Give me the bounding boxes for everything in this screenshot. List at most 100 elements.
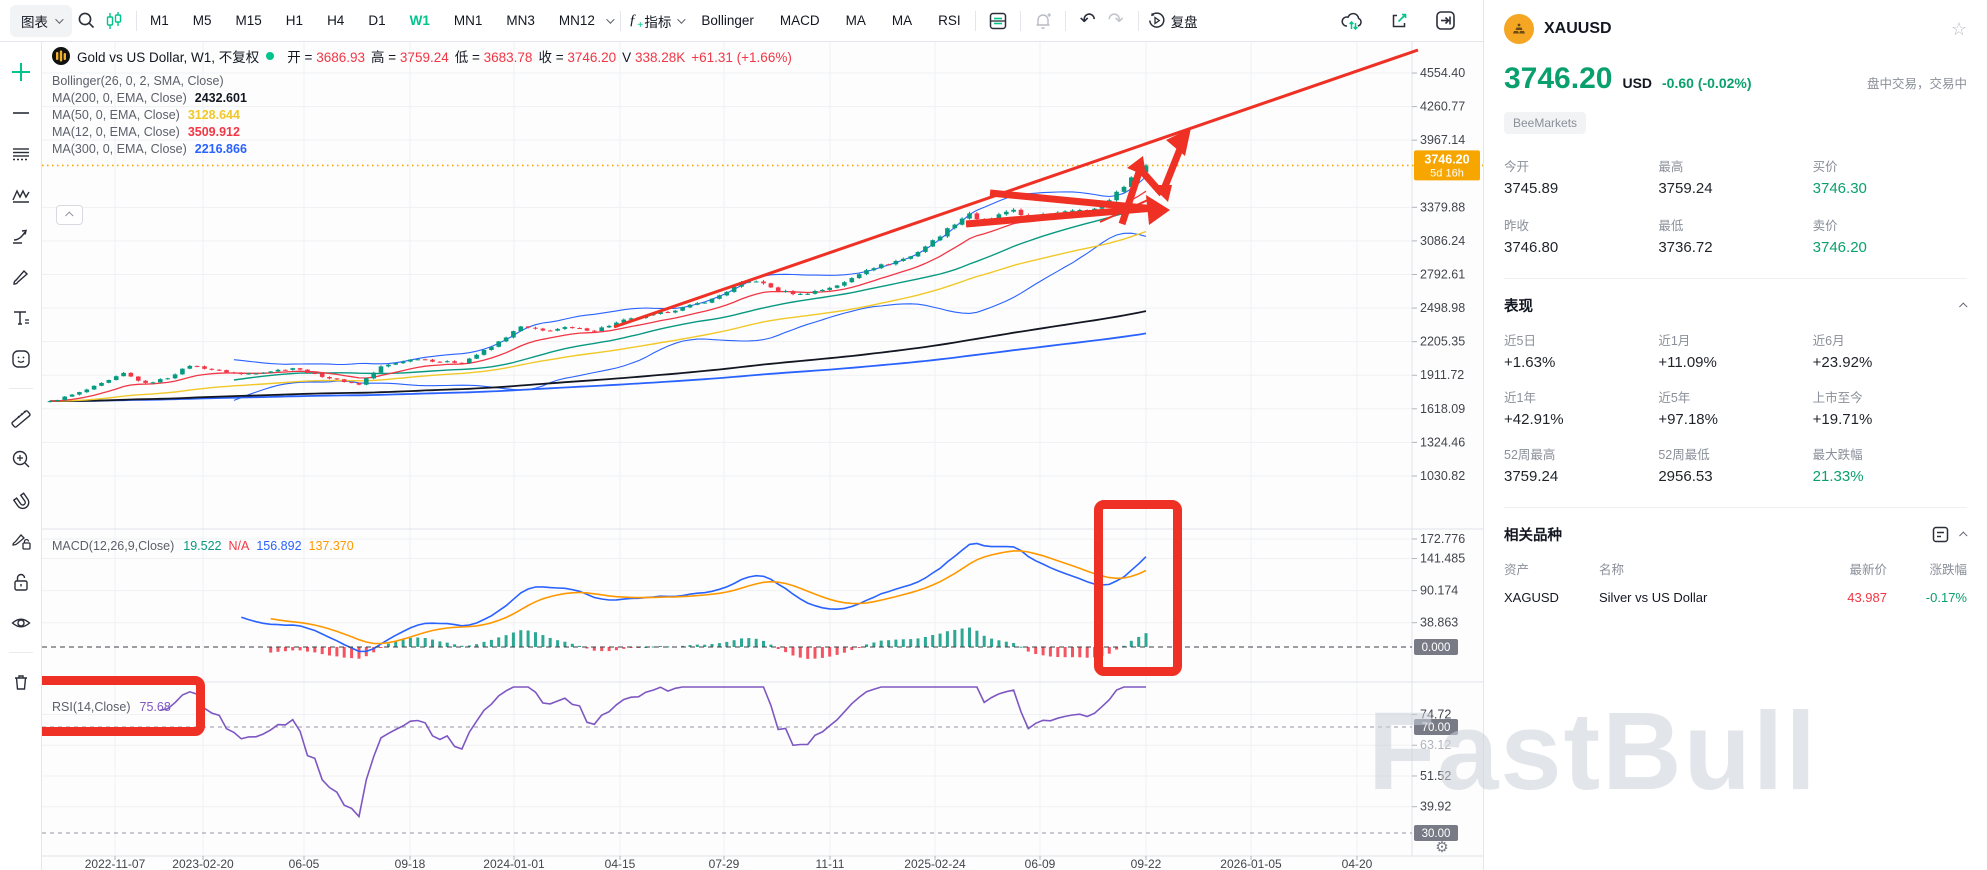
- arrow-tool-icon[interactable]: [9, 224, 33, 248]
- indicator-shortcut-ma-2[interactable]: MA: [845, 13, 866, 28]
- replay-button[interactable]: 复盘: [1147, 11, 1198, 31]
- svg-text:3086.24: 3086.24: [1420, 234, 1465, 248]
- indicator-shortcut-rsi-4[interactable]: RSI: [938, 13, 961, 28]
- svg-text:2026-01-05: 2026-01-05: [1220, 857, 1282, 870]
- undo-icon[interactable]: ↶: [1079, 10, 1096, 31]
- divider: [974, 10, 976, 31]
- price-row: 3746.20 USD -0.60 (-0.02%) 盘中交易，交易中: [1504, 62, 1967, 96]
- favorite-star-icon[interactable]: ☆: [1950, 18, 1967, 39]
- quote-cell: 近1年 +42.91%: [1504, 391, 1564, 428]
- timeframes-chevron-down-icon[interactable]: [606, 14, 615, 24]
- performance-header[interactable]: 表现: [1504, 295, 1968, 316]
- chevron-up-icon[interactable]: [1959, 301, 1968, 311]
- fib-lines-tool-icon[interactable]: [9, 142, 33, 166]
- timeframe-D1[interactable]: D1: [368, 13, 386, 28]
- timeframe-list: M1 M5 M15 H1 H4 D1 W1 MN1 MN3 MN12: [145, 9, 600, 32]
- quote-cell: 近5日 +1.63%: [1504, 334, 1556, 371]
- redo-icon[interactable]: ↷: [1107, 10, 1124, 31]
- candlestick-style-icon[interactable]: [100, 7, 128, 35]
- delete-trash-icon[interactable]: [9, 670, 33, 694]
- market-open-dot: [266, 52, 275, 60]
- search-icon[interactable]: [72, 7, 100, 35]
- indicator-shortcut-ma-3[interactable]: MA: [891, 13, 913, 28]
- quote-cell: 今开 3745.89: [1504, 160, 1559, 197]
- timeframe-M1[interactable]: M1: [150, 13, 169, 28]
- rsi-legend[interactable]: RSI(14,Close) 75.68: [52, 700, 171, 714]
- related-table: 资产 名称 最新价 涨跌幅 XAGUSD Silver vs US Dollar 43.98…: [1504, 563, 1967, 605]
- indicator-shortcut-macd-1[interactable]: MACD: [779, 13, 820, 28]
- related-section: 相关品种 资产 名称 最新价 涨跌幅 XAGUSD Silver vs US Dollar…: [1504, 507, 1968, 605]
- svg-text:2023-02-20: 2023-02-20: [172, 857, 234, 870]
- replay-label: 复盘: [1170, 14, 1198, 30]
- svg-text:06-05: 06-05: [289, 857, 320, 870]
- timeframe-M5[interactable]: M5: [192, 13, 212, 28]
- svg-text:2792.61: 2792.61: [1420, 267, 1465, 281]
- timeframe-MN1[interactable]: MN1: [453, 13, 483, 28]
- indicator-row-3[interactable]: MA(12, 0, EMA, Close) 3509.912: [52, 125, 240, 139]
- brush-tool-icon[interactable]: [9, 265, 33, 289]
- rsi-legend-name: RSI(14,Close): [52, 700, 131, 714]
- alert-bell-icon[interactable]: [1029, 7, 1057, 35]
- timeframe-H1[interactable]: H1: [285, 13, 304, 28]
- indicator-row-2[interactable]: MA(50, 0, EMA, Close) 3128.644: [52, 108, 240, 122]
- unlock-icon[interactable]: [9, 570, 33, 594]
- timeframe-H4[interactable]: H4: [327, 13, 345, 28]
- chart-menu-button[interactable]: 图表: [10, 4, 72, 37]
- macd-legend-name: MACD(12,26,9,Close): [52, 539, 175, 553]
- indicator-row-0[interactable]: Bollinger(26, 0, 2, SMA, Close): [52, 74, 224, 88]
- indicator-row-4[interactable]: MA(300, 0, EMA, Close) 2216.866: [52, 142, 247, 156]
- layout-icon[interactable]: [984, 7, 1012, 35]
- indicator-shortcut-bollinger-0[interactable]: Bollinger: [701, 13, 754, 28]
- zoom-in-icon[interactable]: [9, 447, 33, 471]
- currency-label: USD: [1622, 75, 1653, 91]
- macd-value: N/A: [228, 539, 250, 553]
- related-row-asset[interactable]: XAGUSD: [1504, 590, 1559, 605]
- svg-text:⚙: ⚙: [1435, 839, 1448, 856]
- svg-text:4260.77: 4260.77: [1420, 100, 1465, 114]
- symbol-title: Gold vs US Dollar, W1, 不复权: [77, 50, 260, 65]
- quote-cell: 52周最高 3759.24: [1504, 448, 1559, 485]
- related-header[interactable]: 相关品种: [1504, 524, 1968, 545]
- svg-text:141.485: 141.485: [1420, 552, 1465, 566]
- macd-legend[interactable]: MACD(12,26,9,Close) 19.522 N/A 156.892 137.…: [52, 539, 361, 553]
- indicator-row-1[interactable]: MA(200, 0, EMA, Close) 2432.601: [52, 91, 247, 105]
- crosshair-plus-icon[interactable]: [9, 60, 33, 84]
- svg-text:1030.82: 1030.82: [1420, 469, 1465, 483]
- timeframe-M15[interactable]: M15: [235, 13, 262, 28]
- symbol-legend: Gold vs US Dollar, W1, 不复权 开 = 3686.93 高 …: [52, 46, 792, 66]
- chart-area[interactable]: 4554.40 4260.77 3967.14 3379.88 3086.24 2792.…: [42, 42, 1483, 870]
- macd-value: 156.892: [256, 539, 302, 553]
- share-export-icon[interactable]: [1385, 7, 1413, 35]
- svg-text:04-20: 04-20: [1342, 857, 1373, 870]
- timeframe-MN12[interactable]: MN12: [558, 13, 595, 28]
- timeframe-W1[interactable]: W1: [409, 13, 430, 28]
- svg-text:1618.09: 1618.09: [1420, 402, 1465, 416]
- ohlc-item: 低 = 3683.78: [454, 50, 533, 65]
- svg-text:3746.20: 3746.20: [1424, 152, 1469, 166]
- timeframe-MN3[interactable]: MN3: [506, 13, 535, 28]
- cloud-sync-icon[interactable]: [1339, 7, 1367, 35]
- ruler-tool-icon[interactable]: [9, 406, 33, 430]
- indicators-button[interactable]: ƒ + 指标: [629, 11, 687, 31]
- session-status: 盘中交易，交易中: [1866, 77, 1967, 91]
- pattern-tool-icon[interactable]: [9, 183, 33, 207]
- svg-text:0.000: 0.000: [1422, 642, 1451, 654]
- emoji-tool-icon[interactable]: [9, 347, 33, 371]
- divider: [1137, 10, 1139, 31]
- trend-line-tool-icon[interactable]: [9, 101, 33, 125]
- list-detail-icon[interactable]: [1932, 526, 1949, 543]
- legend-collapse-button[interactable]: [56, 205, 83, 225]
- collapse-panel-icon[interactable]: [1431, 7, 1459, 35]
- macd-legend-values: 19.522 N/A 156.892 137.370: [183, 539, 360, 553]
- svg-text:11-11: 11-11: [816, 857, 845, 870]
- magnet-tool-icon[interactable]: [9, 488, 33, 512]
- divider: [8, 388, 33, 389]
- visibility-eye-icon[interactable]: [9, 611, 33, 635]
- chevron-up-icon[interactable]: [1959, 530, 1968, 540]
- text-tool-icon[interactable]: [9, 306, 33, 330]
- top-toolbar: 图表 M1 M5 M15 H1 H4 D1 W1 MN1 MN3 MN12 ƒ + 指标 Bolli…: [0, 0, 1483, 42]
- lock-drawings-icon[interactable]: [9, 529, 33, 553]
- broker-badge[interactable]: BeeMarkets: [1504, 112, 1587, 134]
- divider: [8, 652, 33, 653]
